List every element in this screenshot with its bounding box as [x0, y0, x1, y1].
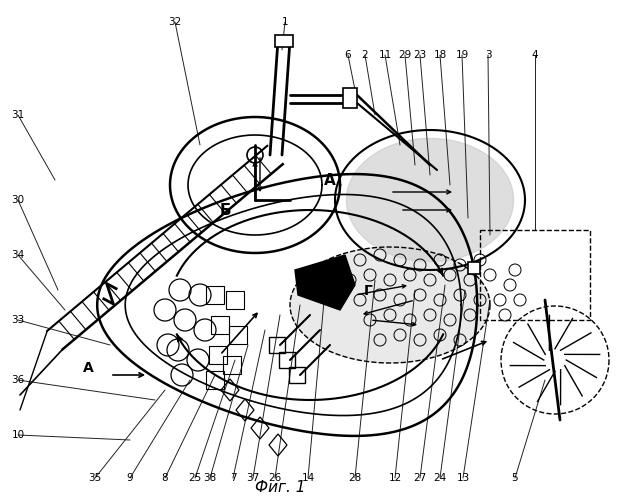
Polygon shape: [290, 247, 490, 363]
Bar: [343, 88, 357, 108]
Text: 25: 25: [188, 473, 202, 483]
Text: Г: Г: [363, 284, 373, 298]
Text: 4: 4: [532, 50, 538, 60]
Text: 8: 8: [162, 473, 168, 483]
Text: 26: 26: [268, 473, 281, 483]
Bar: [211, 316, 229, 334]
Text: 29: 29: [399, 50, 412, 60]
Text: 23: 23: [413, 50, 426, 60]
Bar: [206, 286, 224, 304]
Bar: [206, 371, 224, 389]
Text: 33: 33: [11, 315, 25, 325]
Text: 30: 30: [12, 195, 25, 205]
Text: 24: 24: [433, 473, 447, 483]
Bar: [226, 291, 244, 309]
Polygon shape: [295, 255, 355, 310]
Bar: [209, 346, 227, 364]
Text: 7: 7: [230, 473, 236, 483]
Bar: [289, 367, 305, 383]
Text: 35: 35: [88, 473, 102, 483]
Text: 11: 11: [378, 50, 392, 60]
Text: 19: 19: [455, 50, 469, 60]
Bar: [223, 356, 241, 374]
Text: 5: 5: [511, 473, 518, 483]
Text: Фиг. 1: Фиг. 1: [255, 480, 305, 495]
Text: 14: 14: [301, 473, 315, 483]
Text: 31: 31: [11, 110, 25, 120]
Bar: [468, 262, 480, 274]
Text: 18: 18: [433, 50, 447, 60]
Text: 34: 34: [11, 250, 25, 260]
Text: 27: 27: [413, 473, 426, 483]
Text: 13: 13: [457, 473, 470, 483]
Text: Б: Б: [219, 203, 231, 218]
Text: 1: 1: [282, 17, 288, 27]
Bar: [229, 326, 247, 344]
Text: 36: 36: [11, 375, 25, 385]
Text: 6: 6: [345, 50, 351, 60]
Text: А: А: [83, 361, 93, 375]
Text: 38: 38: [204, 473, 217, 483]
Text: 3: 3: [485, 50, 491, 60]
Text: 10: 10: [12, 430, 25, 440]
Text: 9: 9: [126, 473, 133, 483]
Polygon shape: [346, 138, 513, 262]
Text: 2: 2: [362, 50, 368, 60]
Text: 32: 32: [168, 17, 181, 27]
Text: 37: 37: [246, 473, 260, 483]
Bar: [279, 352, 295, 368]
Bar: [480, 230, 590, 320]
Bar: [269, 337, 285, 353]
Text: 12: 12: [388, 473, 402, 483]
Text: А: А: [324, 173, 336, 188]
Text: 28: 28: [349, 473, 362, 483]
Bar: [275, 35, 293, 47]
